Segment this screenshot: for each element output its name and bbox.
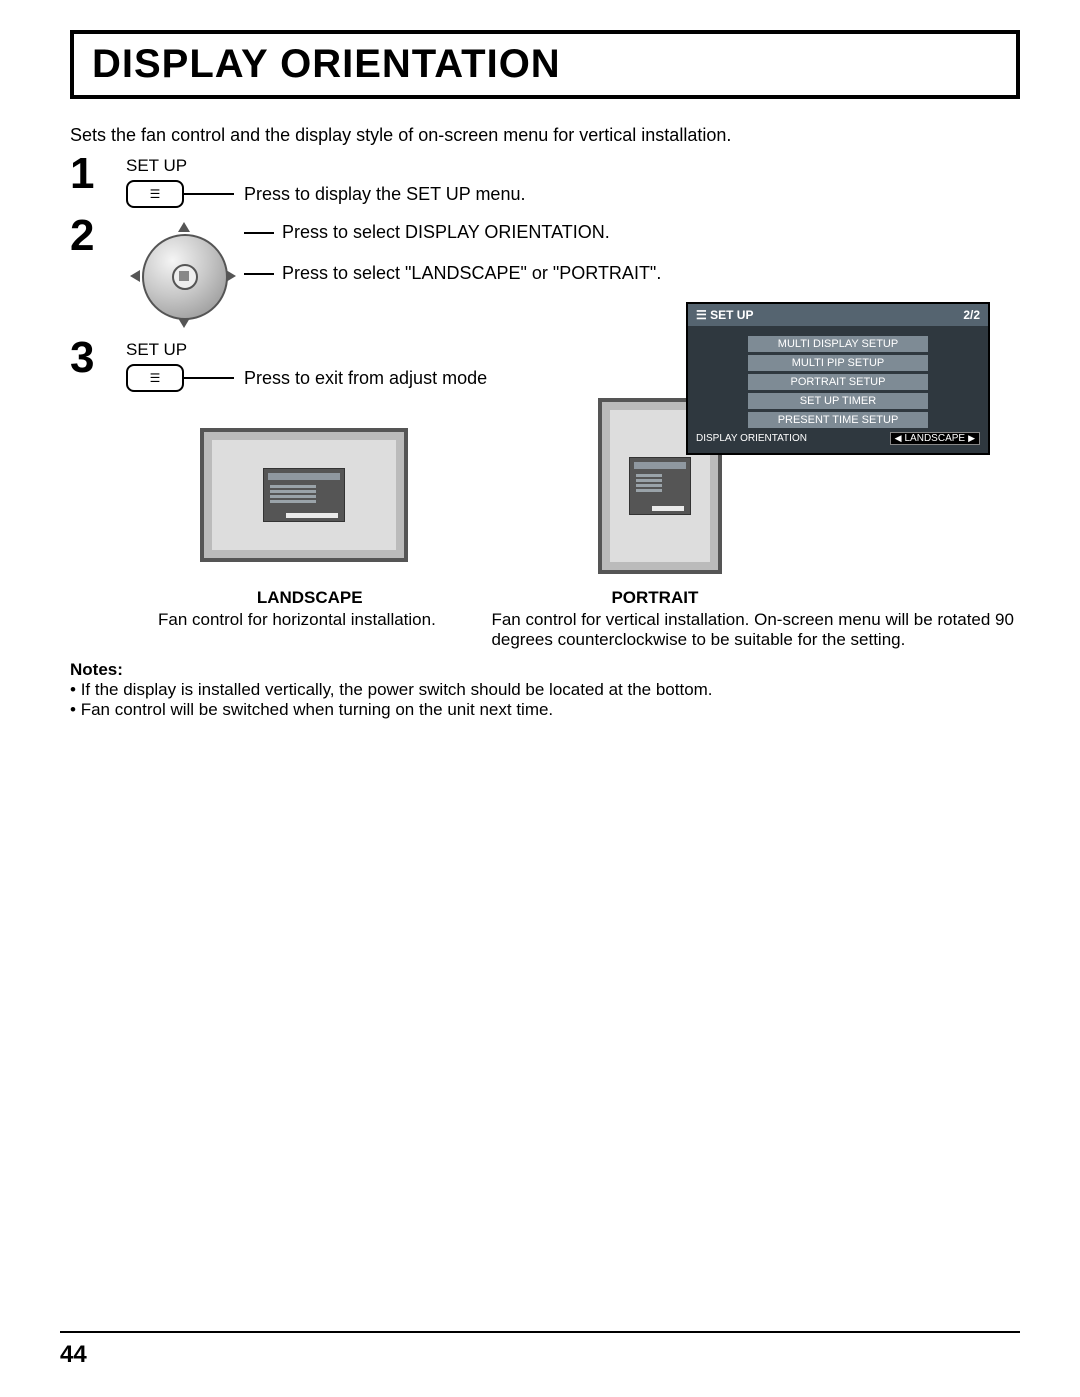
osd-setup-menu: ☰ SET UP 2/2 MULTI DISPLAY SETUP MULTI P… (686, 302, 990, 455)
page-footer: 44 (60, 1331, 1020, 1369)
landscape-tv-icon (200, 428, 408, 562)
osd-row: SET UP TIMER (747, 392, 929, 410)
page-title: DISPLAY ORIENTATION (92, 42, 998, 87)
arrow-right-icon: ▶ (968, 433, 975, 444)
landscape-text: Fan control for horizontal installation. (158, 610, 461, 630)
osd-page-indicator: 2/2 (963, 308, 980, 322)
dpad-up-icon (178, 222, 190, 232)
notes-section: Notes: • If the display is installed ver… (70, 660, 1020, 720)
arrow-left-icon: ◀ (895, 433, 902, 444)
dpad-left-icon (130, 270, 140, 282)
osd-row: MULTI DISPLAY SETUP (747, 335, 929, 353)
osd-selected-label: DISPLAY ORIENTATION (696, 433, 886, 444)
landscape-title: LANDSCAPE (158, 588, 461, 608)
connector-line (184, 193, 234, 195)
intro-text: Sets the fan control and the display sty… (70, 125, 1020, 146)
step-text: Press to select DISPLAY ORIENTATION. (282, 222, 610, 243)
osd-row: PORTRAIT SETUP (747, 373, 929, 391)
steps-region: ☰ SET UP 2/2 MULTI DISPLAY SETUP MULTI P… (70, 152, 1020, 392)
step-number: 2 (70, 214, 126, 258)
connector-line (244, 273, 274, 275)
dpad-icon (128, 220, 238, 330)
step-number: 1 (70, 152, 126, 196)
remote-label: SET UP (126, 156, 1020, 176)
step-text: Press to exit from adjust mode (244, 368, 487, 389)
osd-row: PRESENT TIME SETUP (747, 411, 929, 429)
dpad-down-icon (178, 318, 190, 328)
step-body: SET UP ☰ Press to display the SET UP men… (126, 152, 1020, 208)
step-text: Press to display the SET UP menu. (244, 184, 525, 205)
portrait-title: PORTRAIT (611, 588, 1020, 608)
osd-row: MULTI PIP SETUP (747, 354, 929, 372)
title-box: DISPLAY ORIENTATION (70, 30, 1020, 99)
dpad-center (172, 264, 198, 290)
note-item: • Fan control will be switched when turn… (70, 700, 1020, 720)
connector-line (184, 377, 234, 379)
mini-osd (263, 468, 345, 522)
osd-header: ☰ SET UP 2/2 (688, 304, 988, 326)
setup-button-icon: ☰ (126, 180, 184, 208)
connector-line (244, 232, 274, 234)
step-row: ☰ Press to display the SET UP menu. (126, 180, 1020, 208)
dpad-right-icon (226, 270, 236, 282)
osd-selected-row: DISPLAY ORIENTATION ◀ LANDSCAPE ▶ (694, 430, 982, 447)
note-item: • If the display is installed vertically… (70, 680, 1020, 700)
landscape-caption: LANDSCAPE Fan control for horizontal ins… (158, 588, 461, 650)
osd-header-left: ☰ SET UP (696, 308, 753, 322)
setup-button-icon: ☰ (126, 364, 184, 392)
illustration-captions: LANDSCAPE Fan control for horizontal ins… (158, 588, 1020, 650)
notes-heading: Notes: (70, 660, 123, 679)
manual-page: DISPLAY ORIENTATION Sets the fan control… (0, 0, 1080, 1397)
mini-osd (629, 457, 691, 515)
step-1: 1 SET UP ☰ Press to display the SET UP m… (70, 152, 1020, 208)
step-text: Press to select "LANDSCAPE" or "PORTRAIT… (282, 263, 661, 284)
osd-body: MULTI DISPLAY SETUP MULTI PIP SETUP PORT… (688, 326, 988, 453)
portrait-text: Fan control for vertical installation. O… (491, 610, 1020, 650)
step-number: 3 (70, 336, 126, 380)
osd-selected-value: ◀ LANDSCAPE ▶ (890, 432, 980, 445)
portrait-caption: PORTRAIT Fan control for vertical instal… (491, 588, 1020, 650)
menu-icon: ☰ (696, 308, 707, 322)
page-number: 44 (60, 1341, 87, 1368)
